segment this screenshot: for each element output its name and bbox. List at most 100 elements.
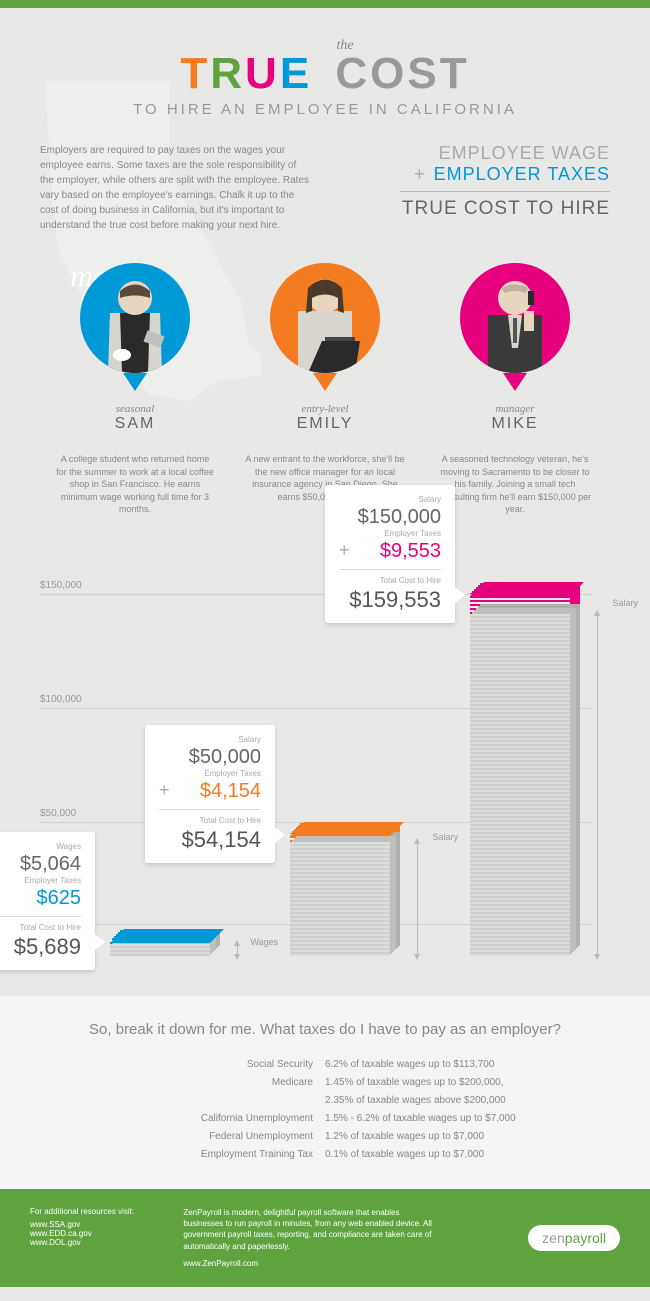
emily-role: entry-level [240, 403, 410, 415]
callout-tax: $4,154 [200, 780, 261, 802]
footer-link-3[interactable]: www.DOL.gov [30, 1238, 163, 1247]
subtitle: TO HIRE AN EMPLOYEE IN CALIFORNIA [40, 101, 610, 118]
bar-top [470, 582, 584, 596]
salary-arrow-label: Wages [250, 937, 278, 949]
resources-title: For additional resources visit: [30, 1207, 163, 1216]
top-accent-bar [0, 0, 650, 8]
cost-callout: Salary$150,000Employer Taxes+$9,553Total… [325, 485, 455, 623]
tax-detail: 1.5% - 6.2% of taxable wages up to $7,00… [325, 1110, 610, 1128]
formula-result: TRUE COST TO HIRE [340, 198, 610, 220]
bar-group: Salary [470, 582, 570, 956]
callout-tax-label: Employer Taxes [159, 769, 261, 778]
bar-group: Salary [290, 822, 390, 956]
tax-detail: 1.2% of taxable wages up to $7,000 [325, 1128, 610, 1146]
emily-name: EMILY [240, 415, 410, 433]
sam-role: seasonal [50, 403, 220, 415]
bar-top [290, 822, 404, 836]
footer-link-1[interactable]: www.SSA.gov [30, 1220, 163, 1229]
tax-name: Social Security [40, 1056, 325, 1074]
callout-salary-label: Wages [0, 842, 81, 851]
callout-total-label: Total Cost to Hire [159, 816, 261, 825]
tax-row: Medicare1.45% of taxable wages up to $20… [40, 1074, 610, 1092]
callout-salary-label: Salary [159, 735, 261, 744]
title-block: the TRUE COST TO HIRE AN EMPLOYEE IN CAL… [40, 38, 610, 118]
title-t: T [180, 49, 210, 98]
tax-detail: 0.1% of taxable wages up to $7,000 [325, 1146, 610, 1164]
title-u: U [245, 49, 280, 98]
footer-link-2[interactable]: www.EDD.ca.gov [30, 1229, 163, 1238]
footer-blurb: ZenPayroll is modern, delightful payroll… [183, 1207, 433, 1252]
person-mike: manager MIKE A seasoned technology veter… [430, 263, 600, 516]
callout-total: $54,154 [159, 827, 261, 853]
footer-blurb-col: ZenPayroll is modern, delightful payroll… [183, 1207, 433, 1269]
callout-divider [159, 809, 261, 810]
person-sam: seasonal SAM A college student who retur… [50, 263, 220, 516]
callout-tax: $625 [37, 887, 82, 909]
avatar-pin-mike [455, 263, 575, 403]
sam-illustration [80, 263, 190, 373]
mike-desc: A seasoned technology veteran, he's movi… [430, 453, 600, 516]
footer-site[interactable]: www.ZenPayroll.com [183, 1258, 433, 1269]
emily-illustration [270, 263, 380, 373]
title-cost: COST [335, 49, 469, 98]
callout-total-label: Total Cost to Hire [0, 923, 81, 932]
breakdown-title: So, break it down for me. What taxes do … [40, 1021, 610, 1038]
mike-role: manager [430, 403, 600, 415]
title-r: R [210, 49, 245, 98]
formula-divider [400, 191, 610, 192]
cost-callout: Wages$5,064Employer Taxes+$625Total Cost… [0, 832, 95, 970]
callout-salary: $5,064 [0, 853, 81, 876]
formula-wage: EMPLOYEE WAGE [340, 143, 610, 164]
callout-tax: $9,553 [380, 540, 441, 562]
zenpayroll-logo: zenpayroll [528, 1225, 620, 1251]
footer-resources: For additional resources visit: www.SSA.… [30, 1207, 163, 1269]
mike-illustration [460, 263, 570, 373]
tax-detail: 2.35% of taxable wages above $200,000 [325, 1092, 610, 1110]
salary-range-arrow [237, 944, 238, 956]
callout-plus: + [159, 780, 170, 801]
salary-range-arrow [417, 842, 418, 956]
mike-name: MIKE [430, 415, 600, 433]
tax-row: California Unemployment1.5% - 6.2% of ta… [40, 1110, 610, 1128]
sam-desc: A college student who returned home for … [50, 453, 220, 516]
callout-total: $5,689 [0, 934, 81, 960]
people-row: seasonal SAM A college student who retur… [40, 263, 610, 516]
callout-divider [339, 569, 441, 570]
footer: For additional resources visit: www.SSA.… [0, 1189, 650, 1287]
bar-salary-segment [470, 614, 570, 956]
tax-name: Federal Unemployment [40, 1128, 325, 1146]
tax-detail: 1.45% of taxable wages up to $200,000, [325, 1074, 610, 1092]
tax-detail: 6.2% of taxable wages up to $113,700 [325, 1056, 610, 1074]
bar-group: Wages [110, 929, 210, 956]
callout-total: $159,553 [339, 587, 441, 613]
callout-tax-label: Employer Taxes [0, 876, 81, 885]
gridline-label: $150,000 [40, 580, 82, 591]
formula-plus: + [414, 164, 426, 184]
sam-name: SAM [50, 415, 220, 433]
main-content: the TRUE COST TO HIRE AN EMPLOYEE IN CAL… [0, 8, 650, 996]
intro-paragraph: Employers are required to pay taxes on t… [40, 143, 310, 233]
callout-tax-label: Employer Taxes [339, 529, 441, 538]
tax-row: Employment Training Tax0.1% of taxable w… [40, 1146, 610, 1164]
callout-plus: + [339, 540, 350, 561]
bar-top [110, 929, 224, 943]
bar-salary-segment [290, 842, 390, 956]
person-emily: entry-level EMILY A new entrant to the w… [240, 263, 410, 516]
tax-row: Federal Unemployment1.2% of taxable wage… [40, 1128, 610, 1146]
callout-divider [0, 916, 81, 917]
tax-name: California Unemployment [40, 1110, 325, 1128]
formula-taxes: EMPLOYER TAXES [434, 164, 610, 184]
tax-name [40, 1092, 325, 1110]
breakdown-section: So, break it down for me. What taxes do … [0, 996, 650, 1189]
tax-row: 2.35% of taxable wages above $200,000 [40, 1092, 610, 1110]
title-e: E [280, 49, 312, 98]
tax-table: Social Security6.2% of taxable wages up … [40, 1056, 610, 1164]
tax-name: Medicare [40, 1074, 325, 1092]
avatar-pin-sam [75, 263, 195, 403]
gridline-label: $50,000 [40, 808, 76, 819]
cost-callout: Salary$50,000Employer Taxes+$4,154Total … [145, 725, 275, 863]
callout-salary-label: Salary [339, 495, 441, 504]
chart-area: $150,000$100,000$50,000$5,064WagesWages$… [40, 546, 610, 976]
bar-salary-segment [110, 944, 210, 956]
logo-payroll: payroll [565, 1230, 606, 1246]
